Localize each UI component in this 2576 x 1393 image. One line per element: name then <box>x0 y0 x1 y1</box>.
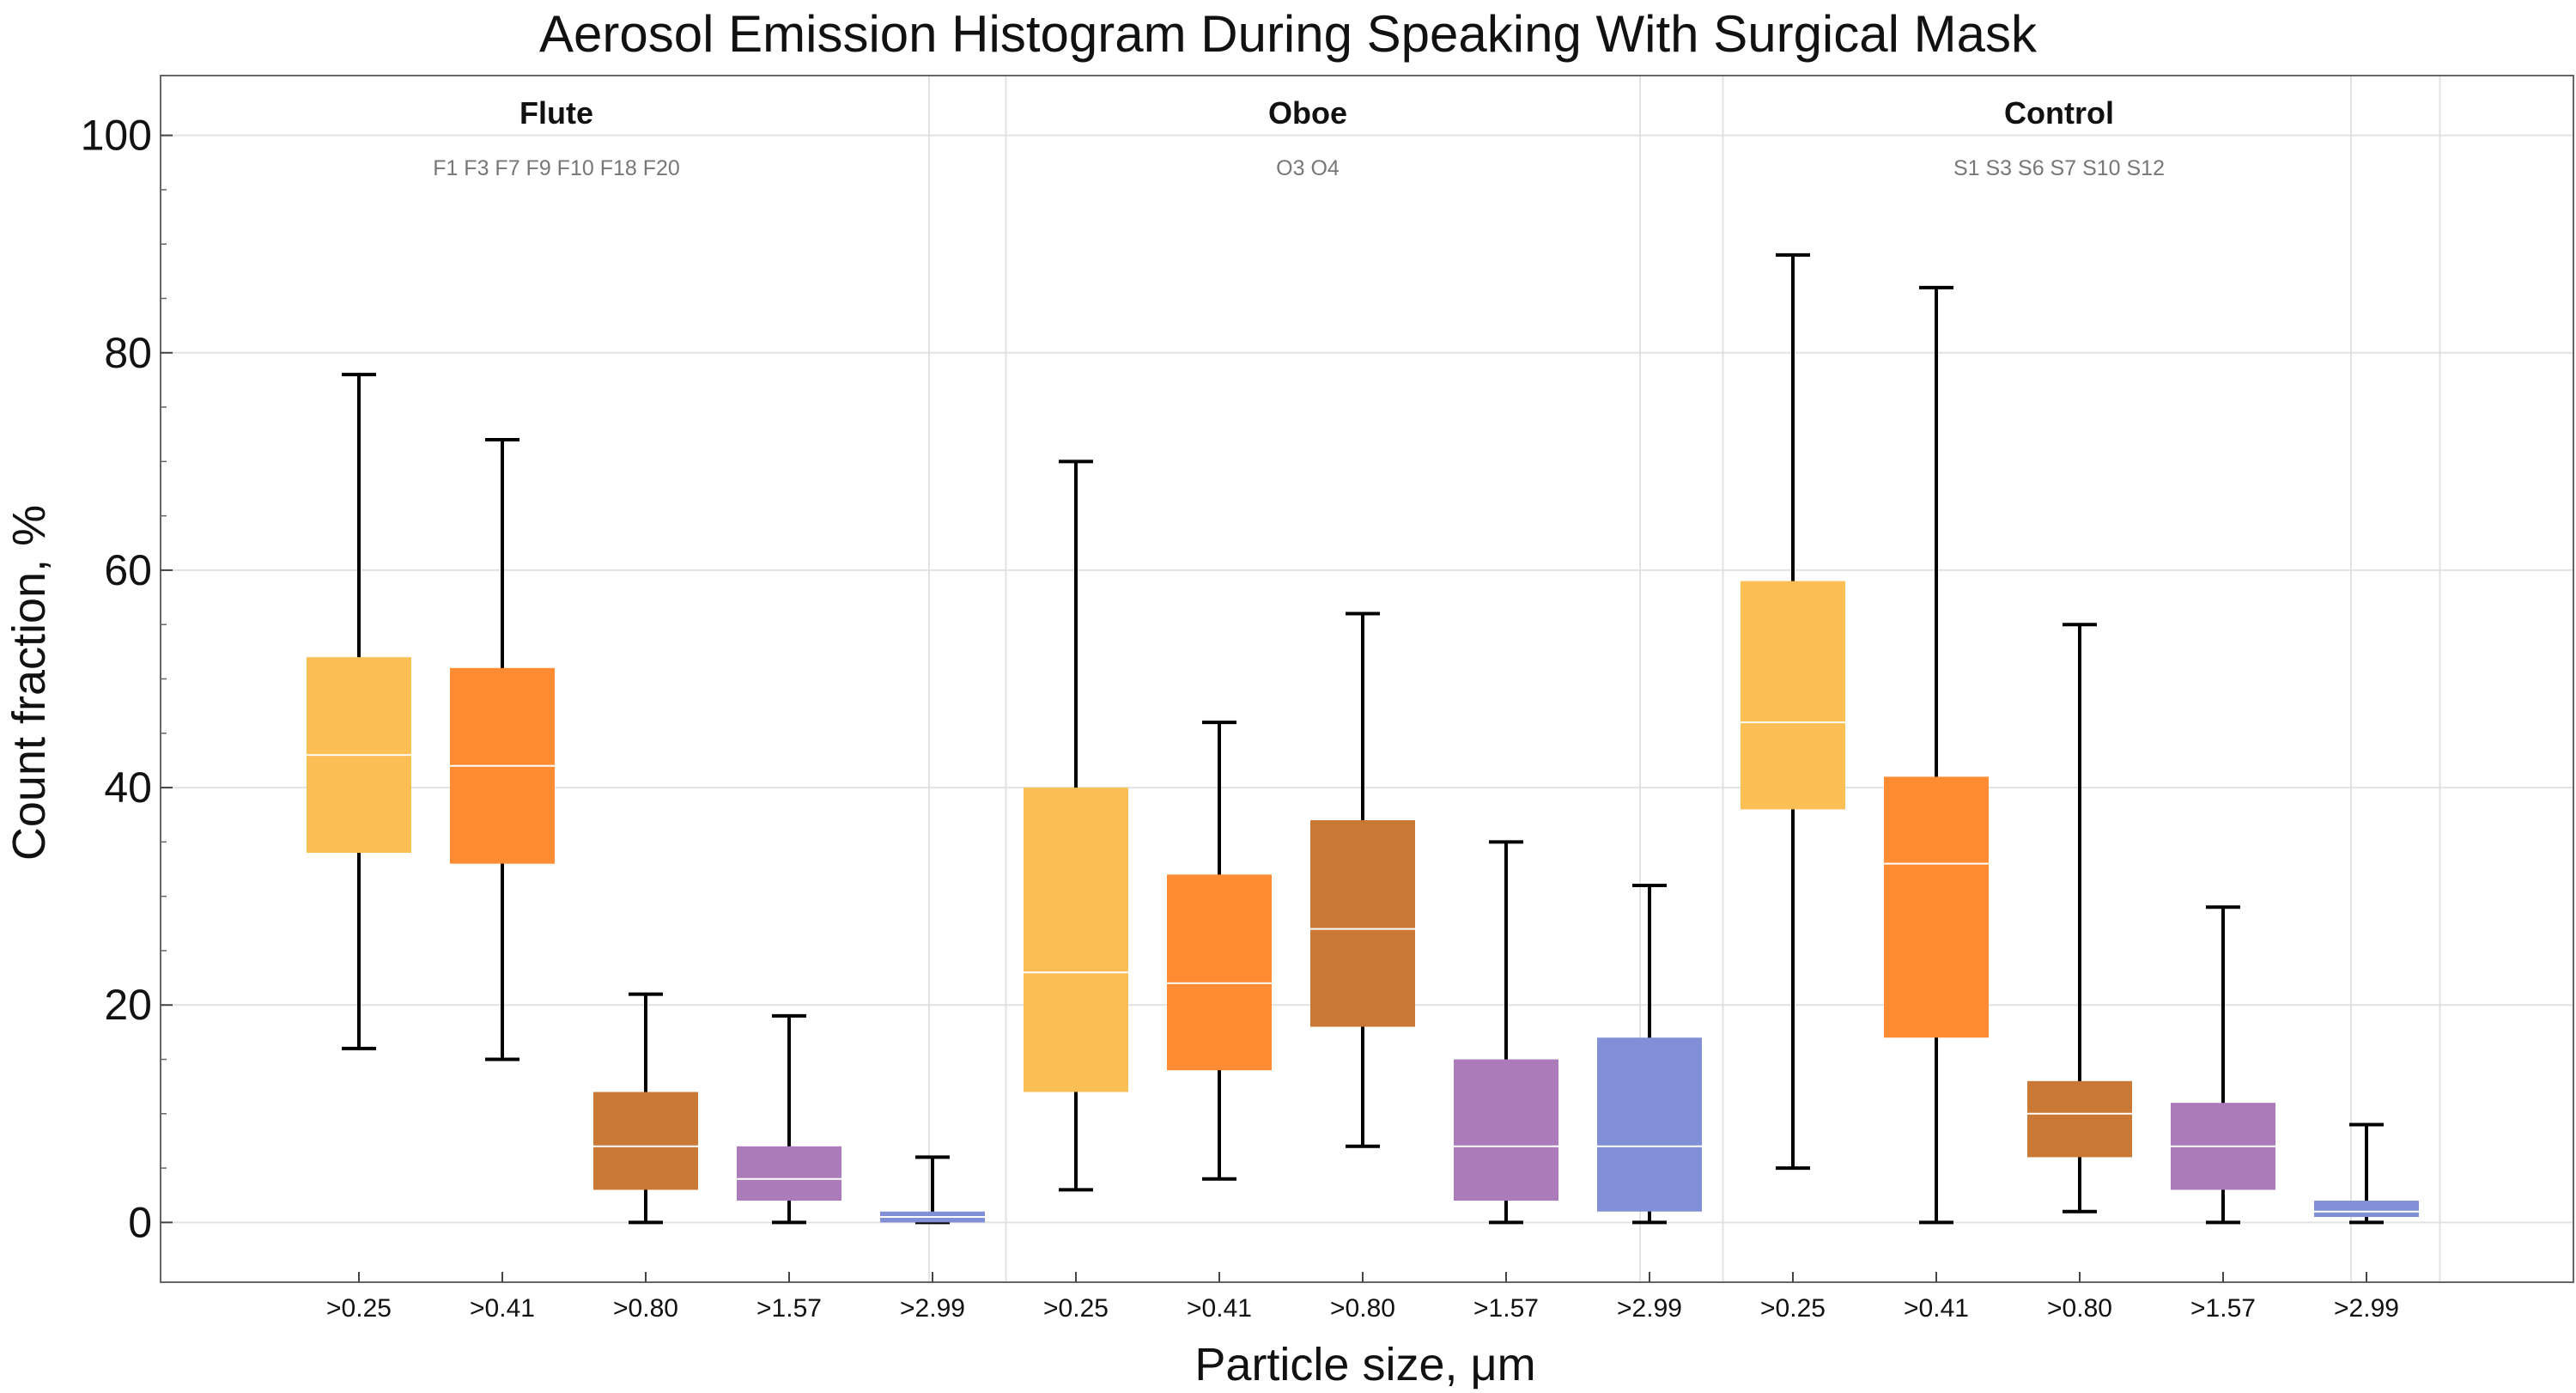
box-oboe-157 <box>1454 840 1558 1225</box>
box-flute-299 <box>880 1155 985 1225</box>
box-oboe-041 <box>1167 721 1272 1181</box>
box-iqr <box>1024 788 1128 1092</box>
x-tick-label: >0.80 <box>1330 1294 1395 1323</box>
box-iqr <box>1454 1059 1558 1201</box>
x-tick-label: >2.99 <box>900 1294 965 1323</box>
x-tick-label: >0.41 <box>1904 1294 1969 1323</box>
box-iqr <box>1597 1037 1702 1212</box>
x-axis-label: Particle size, μm <box>1194 1339 1535 1390</box>
y-tick-label: 60 <box>104 546 152 594</box>
box-oboe-080 <box>1310 611 1415 1148</box>
y-tick-label: 100 <box>81 112 152 160</box>
x-tick-label: >2.99 <box>1617 1294 1682 1323</box>
box-iqr <box>737 1146 841 1201</box>
x-tick-label: >0.80 <box>613 1294 678 1323</box>
x-tick-label: >0.80 <box>2047 1294 2112 1323</box>
box-control-025 <box>1741 252 1845 1171</box>
box-flute-080 <box>593 992 698 1225</box>
x-tick-label: >1.57 <box>1473 1294 1539 1323</box>
chart-title: Aerosol Emission Histogram During Speaki… <box>539 5 2038 63</box>
y-tick-label: 80 <box>104 329 152 377</box>
x-tick-label: >0.25 <box>1043 1294 1109 1323</box>
box-iqr <box>1310 820 1415 1027</box>
box-oboe-299 <box>1597 883 1702 1225</box>
box-iqr <box>2314 1201 2419 1218</box>
box-flute-157 <box>737 1013 841 1225</box>
x-tick-label: >0.25 <box>326 1294 392 1323</box>
x-tick-label: >0.41 <box>470 1294 535 1323</box>
x-tick-label: >2.99 <box>2334 1294 2399 1323</box>
box-iqr <box>593 1092 698 1190</box>
box-oboe-025 <box>1024 459 1128 1192</box>
group-label: Control <box>2004 95 2114 131</box>
ticks: 0 20 40 60 80 100 >0.25 >0.41 >0.80 >1.57 >2.99 >0.… <box>81 112 2399 1323</box>
x-tick-label: >0.41 <box>1187 1294 1252 1323</box>
group-label: Oboe <box>1268 95 1347 131</box>
box-iqr <box>2027 1080 2132 1158</box>
group-label: Flute <box>519 95 593 131</box>
box-control-299 <box>2314 1122 2419 1225</box>
x-tick-label: >0.25 <box>1760 1294 1826 1323</box>
x-tick-label: >1.57 <box>2190 1294 2256 1323</box>
y-axis-label: Count fraction, % <box>3 505 55 861</box>
box-control-041 <box>1884 285 1989 1225</box>
box-iqr <box>1884 776 1989 1038</box>
group-subjects: S1 S3 S6 S7 S10 S12 <box>1953 156 2165 180</box>
box-iqr <box>1741 581 1845 810</box>
y-tick-label: 20 <box>104 981 152 1029</box>
box-flute-025 <box>307 373 411 1050</box>
box-control-157 <box>2171 905 2275 1225</box>
group-labels: Flute F1 F3 F7 F9 F10 F18 F20 Oboe O3 O4 Con… <box>433 95 2165 180</box>
box-flute-041 <box>450 438 555 1061</box>
box-control-080 <box>2027 623 2132 1214</box>
box-iqr <box>1167 874 1272 1071</box>
boxes <box>307 252 2419 1225</box>
x-tick-label: >1.57 <box>756 1294 822 1323</box>
group-subjects: F1 F3 F7 F9 F10 F18 F20 <box>433 156 680 180</box>
y-tick-label: 40 <box>104 763 152 812</box>
y-tick-label: 0 <box>128 1198 152 1246</box>
group-subjects: O3 O4 <box>1276 156 1340 180</box>
